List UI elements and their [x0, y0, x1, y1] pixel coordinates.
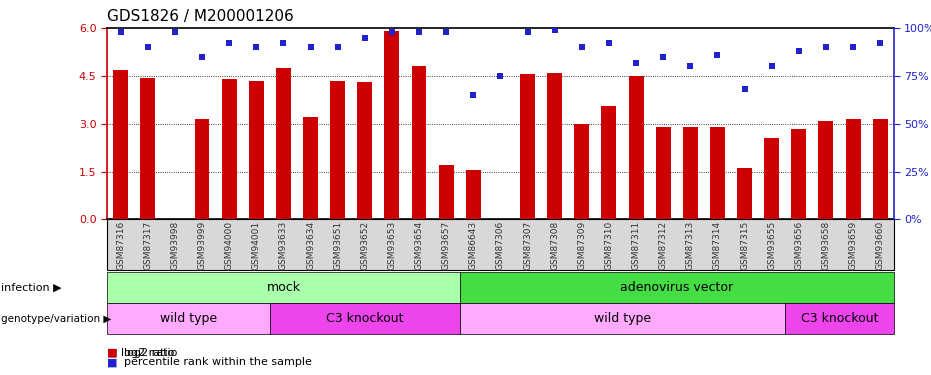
- Text: GDS1826 / M200001206: GDS1826 / M200001206: [107, 9, 294, 24]
- Point: [682, 63, 697, 69]
- Bar: [358, 82, 372, 219]
- Point: [331, 44, 345, 50]
- Bar: [574, 124, 589, 219]
- Text: log2 ratio: log2 ratio: [124, 348, 177, 358]
- Point: [304, 44, 318, 50]
- Text: adenovirus vector: adenovirus vector: [620, 281, 734, 294]
- Text: genotype/variation ▶: genotype/variation ▶: [1, 314, 112, 324]
- Bar: [439, 165, 453, 219]
- Bar: [520, 74, 535, 219]
- Point: [737, 86, 752, 92]
- Point: [601, 40, 616, 46]
- Point: [764, 63, 779, 69]
- Bar: [141, 78, 155, 219]
- Text: C3 knockout: C3 knockout: [326, 312, 403, 325]
- Point: [710, 52, 725, 58]
- Point: [574, 44, 589, 50]
- Point: [249, 44, 263, 50]
- Bar: [872, 119, 887, 219]
- Point: [520, 29, 535, 35]
- Point: [114, 29, 128, 35]
- Bar: [249, 81, 263, 219]
- Point: [466, 92, 480, 98]
- Text: percentile rank within the sample: percentile rank within the sample: [124, 357, 312, 367]
- Point: [412, 29, 426, 35]
- Bar: [710, 127, 725, 219]
- Bar: [222, 79, 236, 219]
- Bar: [764, 138, 779, 219]
- Bar: [385, 32, 399, 219]
- Point: [195, 54, 209, 60]
- Point: [276, 40, 290, 46]
- Bar: [304, 117, 318, 219]
- Point: [141, 44, 155, 50]
- Text: wild type: wild type: [160, 312, 217, 325]
- Bar: [818, 121, 833, 219]
- Text: wild type: wild type: [594, 312, 651, 325]
- Point: [845, 44, 860, 50]
- Point: [168, 29, 182, 35]
- Bar: [845, 119, 860, 219]
- Point: [818, 44, 833, 50]
- Point: [628, 60, 643, 66]
- Bar: [737, 168, 752, 219]
- Bar: [412, 66, 426, 219]
- Point: [547, 27, 562, 33]
- Point: [791, 48, 806, 54]
- Bar: [195, 119, 209, 219]
- Text: infection ▶: infection ▶: [1, 282, 61, 292]
- Text: C3 knockout: C3 knockout: [801, 312, 878, 325]
- Point: [493, 73, 508, 79]
- Bar: [114, 70, 128, 219]
- Bar: [276, 68, 290, 219]
- Text: mock: mock: [266, 281, 301, 294]
- Text: ■: ■: [107, 348, 117, 358]
- Text: ■ log2 ratio: ■ log2 ratio: [107, 348, 174, 358]
- Bar: [547, 73, 562, 219]
- Point: [872, 40, 887, 46]
- Bar: [682, 127, 697, 219]
- Bar: [791, 129, 806, 219]
- Point: [358, 35, 372, 41]
- Text: ■: ■: [107, 357, 117, 367]
- Point: [222, 40, 236, 46]
- Bar: [628, 76, 643, 219]
- Bar: [655, 127, 670, 219]
- Bar: [466, 170, 480, 219]
- Point: [439, 29, 453, 35]
- Bar: [331, 81, 345, 219]
- Bar: [601, 106, 616, 219]
- Point: [385, 29, 399, 35]
- Point: [655, 54, 670, 60]
